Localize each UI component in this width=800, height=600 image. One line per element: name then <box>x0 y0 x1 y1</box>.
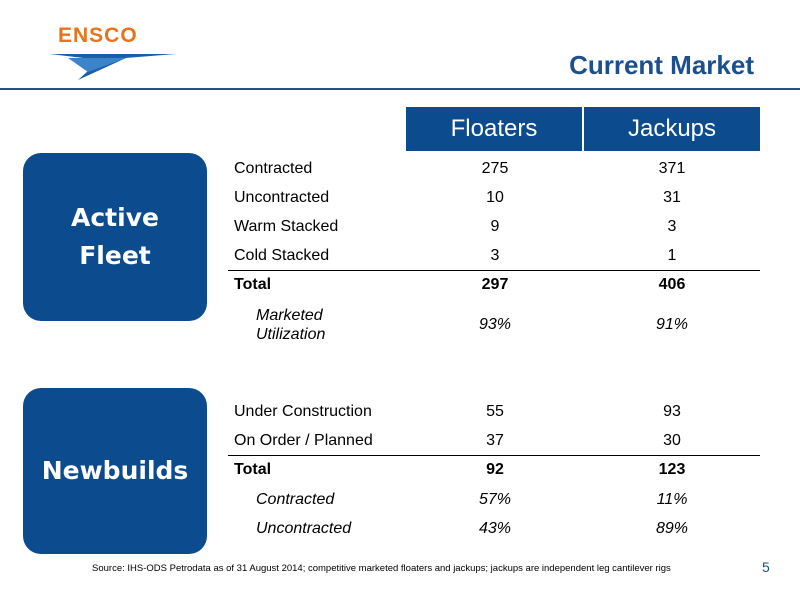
newbuilds-total-row: Total 92 123 <box>228 455 760 484</box>
floaters-value: 297 <box>481 276 509 293</box>
jackups-value: 91% <box>655 316 689 333</box>
row-label: Warm Stacked <box>234 217 339 235</box>
jackups-value: 406 <box>658 276 686 293</box>
row-label: Total <box>234 276 272 293</box>
newbuilds-label: Newbuilds <box>41 456 189 485</box>
table-row: Warm Stacked 9 3 <box>228 212 760 241</box>
floaters-value: 92 <box>486 461 504 478</box>
jackups-value: 89% <box>655 519 689 537</box>
jackups-value: 3 <box>667 217 677 235</box>
newbuilds-box: Newbuilds <box>23 388 207 554</box>
active-fleet-label-line2: Fleet <box>79 241 151 270</box>
source-footnote: Source: IHS-ODS Petrodata as of 31 Augus… <box>92 563 671 574</box>
row-label-line2: Utilization <box>256 326 326 343</box>
row-label: Contracted <box>256 491 335 508</box>
floaters-value: 3 <box>490 246 500 264</box>
jackups-value: 30 <box>663 431 681 449</box>
ensco-logo <box>50 54 176 80</box>
active-fleet-box: Active Fleet <box>23 153 207 321</box>
row-label: Cold Stacked <box>234 246 330 264</box>
row-label: Uncontracted <box>234 188 330 206</box>
page-title: Current Market <box>569 50 754 80</box>
row-label: Uncontracted <box>256 520 352 537</box>
row-label: Marketed Utilization <box>228 306 406 344</box>
floaters-value: 10 <box>486 188 504 206</box>
table-row: Contracted 275 371 <box>228 154 760 183</box>
active-fleet-total-row: Total 297 406 <box>228 270 760 299</box>
floaters-value: 37 <box>486 431 504 449</box>
table-row: Contracted 57% 11% <box>228 485 760 514</box>
jackups-value: 123 <box>658 461 686 478</box>
floaters-value: 43% <box>478 519 512 537</box>
table-row: Uncontracted 43% 89% <box>228 514 760 543</box>
active-fleet-label-line1: Active <box>71 203 159 232</box>
marketed-utilization-row: Marketed Utilization 93% 91% <box>228 303 760 347</box>
table-row: On Order / Planned 37 30 <box>228 426 760 455</box>
jackups-value: 31 <box>663 188 681 206</box>
row-label-line1: Marketed <box>256 307 323 324</box>
title-divider <box>0 88 800 90</box>
row-label: Under Construction <box>234 402 372 420</box>
floaters-value: 57% <box>478 490 512 508</box>
jackups-value: 1 <box>667 246 677 264</box>
row-label: Contracted <box>234 159 313 177</box>
floaters-value: 275 <box>481 159 509 177</box>
table-row: Uncontracted 10 31 <box>228 183 760 212</box>
floaters-value: 93% <box>478 316 512 333</box>
row-label: Total <box>234 461 272 478</box>
page-number: 5 <box>762 559 770 575</box>
row-label: On Order / Planned <box>234 431 373 449</box>
column-header-jackups: Jackups <box>584 107 760 151</box>
floaters-value: 9 <box>490 217 500 235</box>
table-row: Cold Stacked 3 1 <box>228 241 760 270</box>
jackups-value: 11% <box>656 490 688 508</box>
column-header-floaters: Floaters <box>406 107 582 151</box>
table-row: Under Construction 55 93 <box>228 397 760 426</box>
jackups-value: 371 <box>658 159 686 177</box>
floaters-value: 55 <box>486 402 504 420</box>
logo-text: ENSCO <box>58 24 138 47</box>
jackups-value: 93 <box>663 402 681 420</box>
